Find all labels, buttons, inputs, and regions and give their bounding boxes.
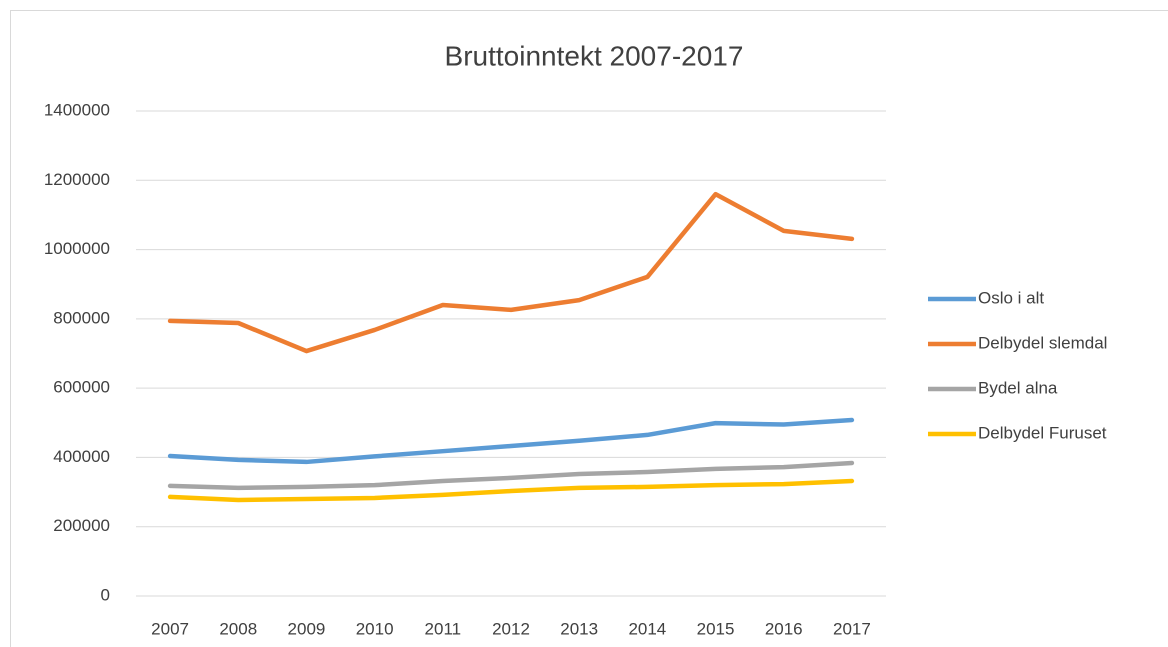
y-tick-label: 1400000 [44,100,110,119]
x-tick-label: 2009 [288,619,326,638]
legend-label: Bydel alna [978,378,1058,397]
x-tick-label: 2017 [833,619,871,638]
series-line [167,417,855,465]
legend-label: Delbydel Furuset [978,423,1107,442]
y-tick-label: 800000 [53,308,110,327]
y-tick-label: 1000000 [44,239,110,258]
y-tick-label: 200000 [53,516,110,535]
y-tick-label: 0 [101,585,110,604]
y-tick-label: 1200000 [44,170,110,189]
x-tick-label: 2016 [765,619,803,638]
x-tick-label: 2013 [560,619,598,638]
x-tick-label: 2012 [492,619,530,638]
x-tick-label: 2011 [425,619,462,638]
series-line [167,191,855,354]
chart-frame [10,10,1168,647]
x-tick-label: 2010 [356,619,394,638]
legend-label: Oslo i alt [978,288,1044,307]
x-tick-label: 2014 [628,619,666,638]
x-tick-label: 2008 [219,619,257,638]
y-tick-label: 600000 [53,378,110,397]
y-tick-label: 400000 [53,447,110,466]
series-line [167,478,855,503]
x-tick-label: 2007 [151,619,189,638]
legend-label: Delbydel slemdal [978,333,1107,352]
chart-title: Bruttoinntekt 2007-2017 [445,40,744,71]
series-line [167,460,855,491]
x-tick-label: 2015 [697,619,735,638]
